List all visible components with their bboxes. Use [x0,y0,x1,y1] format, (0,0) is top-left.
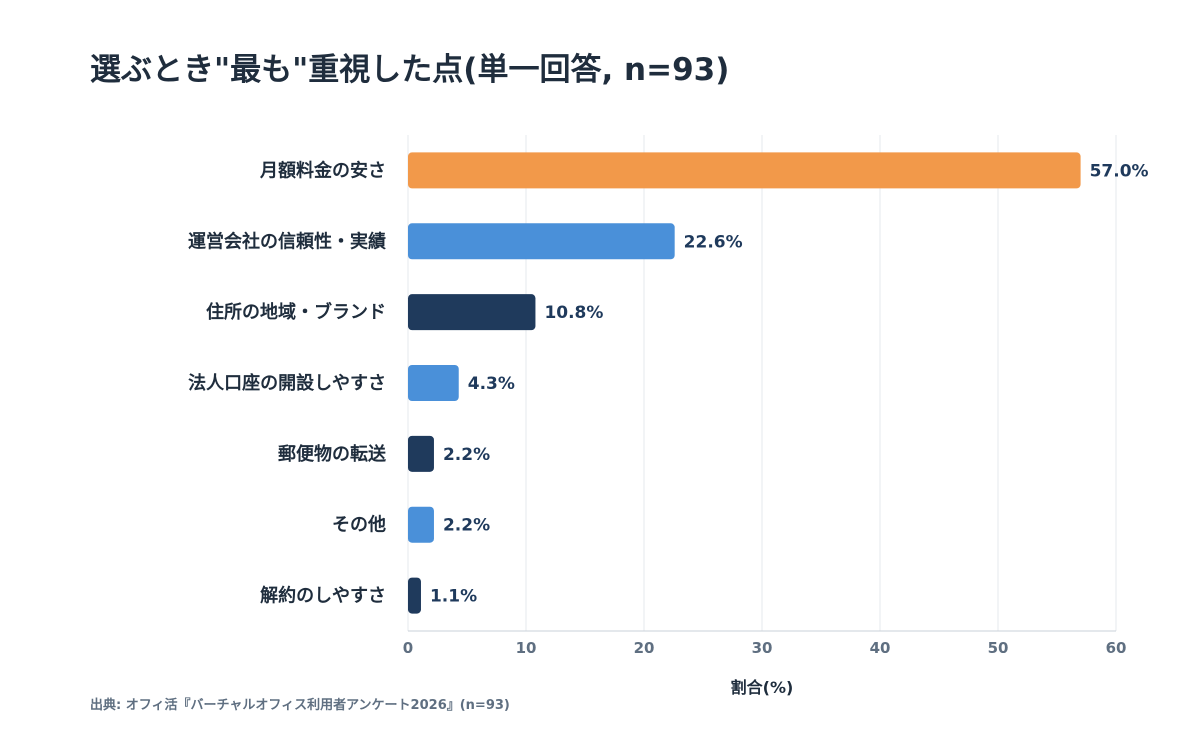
value-label: 4.3% [468,374,515,394]
x-axis: 0 10 20 30 40 50 60 [403,630,1127,657]
source-note: 出典: オフィ活『バーチャルオフィス利用者アンケート2026』(n=93) [90,697,510,713]
category-label: 住所の地域・ブランド [206,301,386,323]
x-tick-label: 20 [634,639,655,657]
value-labels: 57.0% 22.6% 10.8% 4.3% 2.2% 2.2% 1.1% [430,161,1149,606]
bar [408,365,459,401]
bar [408,506,434,543]
x-tick-label: 50 [988,639,1009,657]
value-label: 57.0% [1090,161,1149,181]
x-tick-label: 0 [403,639,413,657]
x-tick-label: 40 [870,639,891,657]
category-label: 解約のしやすさ [260,585,386,607]
x-tick-label: 30 [752,639,773,657]
x-tick-label: 60 [1106,639,1127,657]
chart-title: 選ぶとき"最も"重視した点(単一回答, n=93) [90,52,729,88]
bar [408,294,536,331]
value-label: 10.8% [544,303,603,323]
value-label: 2.2% [443,516,490,536]
bars [408,152,1081,614]
value-label: 2.2% [443,445,490,465]
bar [408,152,1081,189]
category-label: その他 [332,514,386,536]
value-label: 22.6% [684,232,743,252]
category-label: 郵便物の転送 [278,443,387,465]
category-label: 運営会社の信頼性・実績 [188,230,386,252]
gridlines [407,135,1117,631]
x-axis-title: 割合(%) [731,678,794,697]
category-labels: 月額料金の安さ運営会社の信頼性・実績住所の地域・ブランド法人口座の開設しやすさ郵… [188,159,387,606]
bar [408,435,434,472]
category-label: 法人口座の開設しやすさ [188,372,386,394]
x-tick-label: 10 [516,639,537,657]
bar [408,223,675,260]
value-label: 1.1% [430,587,477,607]
bar [408,577,421,614]
category-label: 月額料金の安さ [259,159,386,181]
